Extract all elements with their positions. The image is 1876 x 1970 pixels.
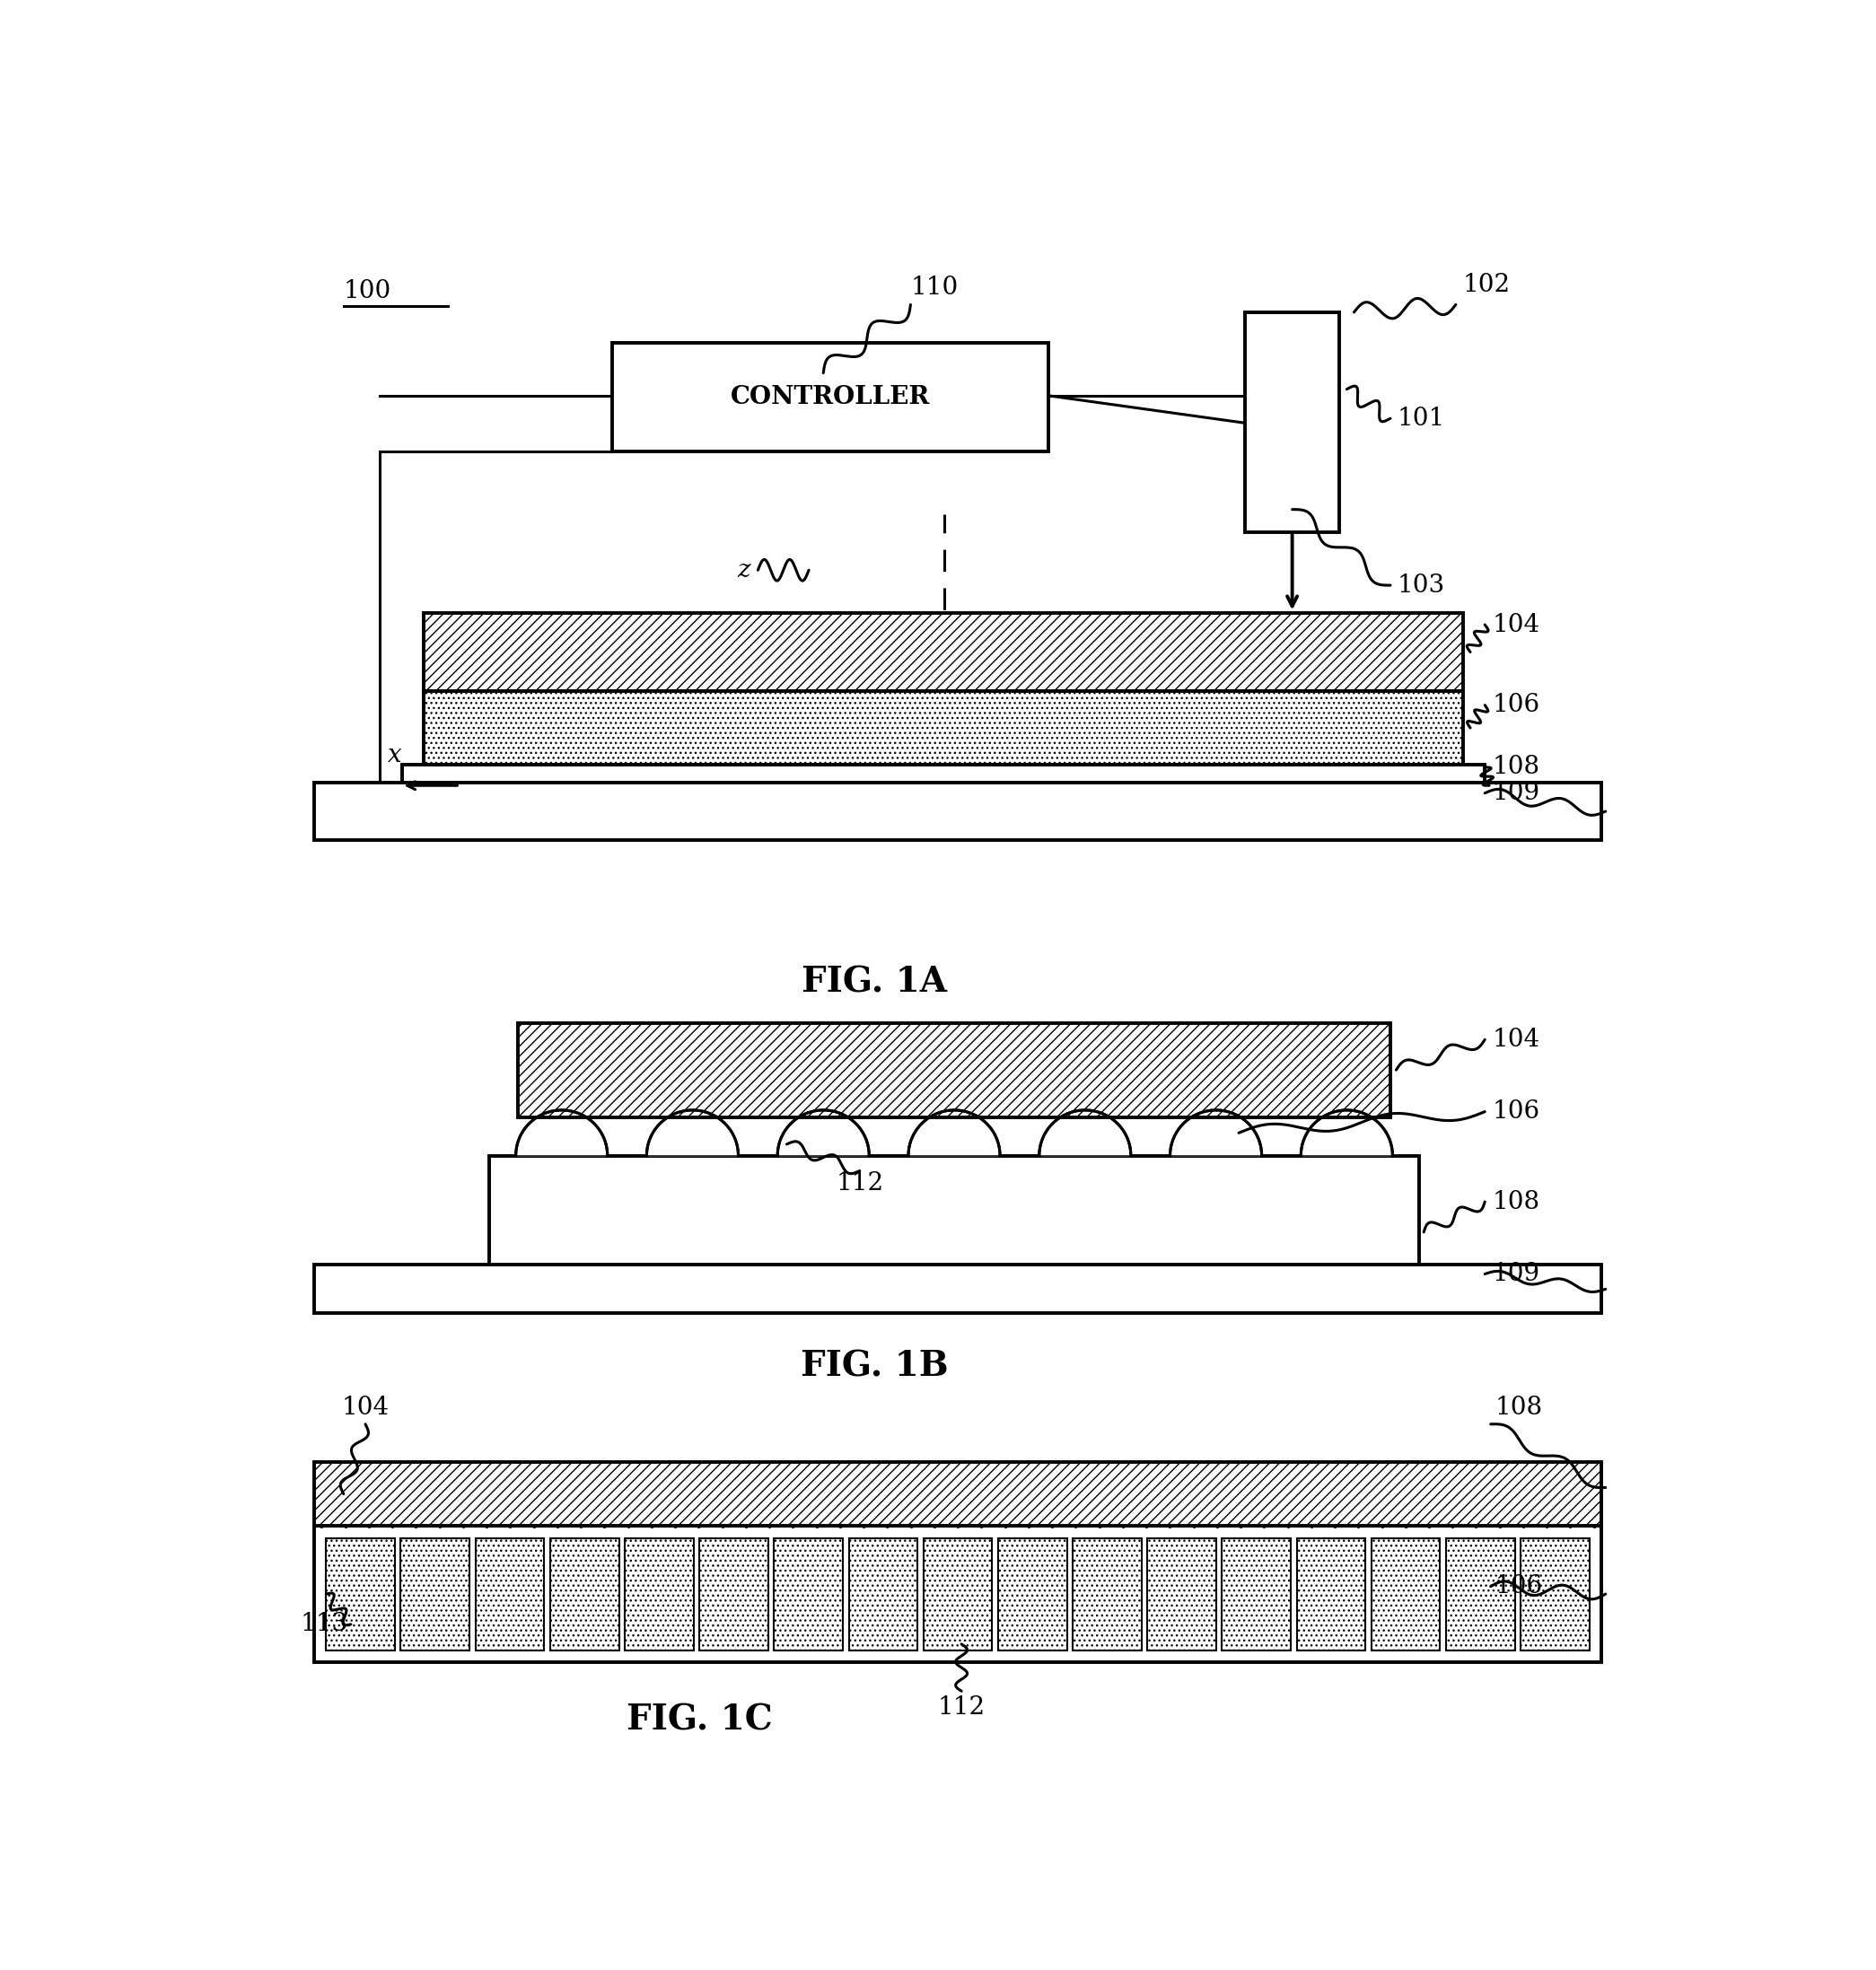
Bar bbox=[550, 1539, 619, 1651]
Bar bbox=[775, 1539, 842, 1651]
Bar bbox=[1296, 1539, 1366, 1651]
Text: 109: 109 bbox=[1491, 1263, 1540, 1286]
Text: FIG. 1B: FIG. 1B bbox=[801, 1349, 947, 1383]
Bar bbox=[518, 1022, 1390, 1117]
Text: 108: 108 bbox=[1491, 1190, 1540, 1214]
Bar bbox=[490, 1156, 1420, 1265]
Text: 106: 106 bbox=[1491, 1099, 1540, 1123]
Text: 112: 112 bbox=[837, 1170, 884, 1196]
Text: 102: 102 bbox=[1463, 272, 1510, 297]
Bar bbox=[700, 1539, 769, 1651]
Text: 112: 112 bbox=[938, 1696, 985, 1720]
Bar bbox=[612, 343, 1049, 451]
Text: 104: 104 bbox=[1491, 613, 1540, 636]
Text: 104: 104 bbox=[1491, 1028, 1540, 1052]
Text: 100: 100 bbox=[343, 280, 392, 303]
Bar bbox=[401, 764, 1486, 808]
Bar bbox=[401, 1539, 469, 1651]
Text: 110: 110 bbox=[910, 276, 959, 299]
Bar bbox=[315, 1525, 1602, 1663]
Text: 108: 108 bbox=[1491, 755, 1540, 780]
Text: 106: 106 bbox=[1491, 693, 1540, 717]
Text: 113: 113 bbox=[300, 1611, 347, 1637]
Text: x: x bbox=[388, 743, 401, 768]
Bar bbox=[625, 1539, 694, 1651]
Bar bbox=[315, 1265, 1602, 1314]
Bar bbox=[1371, 1539, 1441, 1651]
Bar bbox=[848, 1539, 917, 1651]
Bar bbox=[1246, 311, 1339, 532]
Text: 101: 101 bbox=[1398, 406, 1445, 431]
Bar bbox=[1221, 1539, 1291, 1651]
Bar bbox=[475, 1539, 544, 1651]
Bar bbox=[1521, 1539, 1589, 1651]
Text: 106: 106 bbox=[1495, 1574, 1542, 1598]
Text: 104: 104 bbox=[341, 1395, 388, 1420]
Text: 103: 103 bbox=[1398, 573, 1445, 597]
Bar bbox=[424, 613, 1463, 691]
Text: 109: 109 bbox=[1491, 780, 1540, 806]
Bar bbox=[326, 1539, 396, 1651]
Text: FIG. 1A: FIG. 1A bbox=[801, 965, 947, 999]
Bar bbox=[424, 691, 1463, 764]
Text: 108: 108 bbox=[1495, 1395, 1542, 1420]
Bar bbox=[315, 782, 1602, 839]
Bar bbox=[998, 1539, 1067, 1651]
Bar bbox=[1446, 1539, 1516, 1651]
Text: z: z bbox=[737, 558, 750, 583]
Bar bbox=[1073, 1539, 1142, 1651]
Bar bbox=[923, 1539, 992, 1651]
Text: FIG. 1C: FIG. 1C bbox=[627, 1702, 773, 1738]
Text: CONTROLLER: CONTROLLER bbox=[732, 384, 930, 410]
Bar bbox=[1148, 1539, 1216, 1651]
Bar bbox=[315, 1462, 1602, 1525]
